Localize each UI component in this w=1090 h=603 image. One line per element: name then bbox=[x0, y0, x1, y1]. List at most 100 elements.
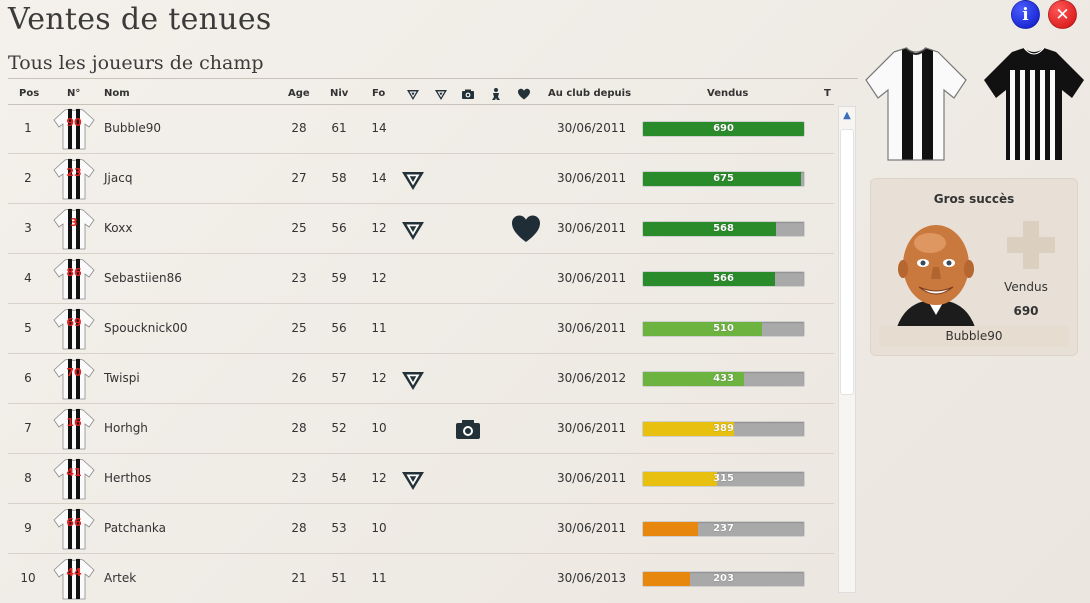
camera-icon[interactable] bbox=[461, 87, 475, 101]
club-since-date: 30/06/2011 bbox=[557, 121, 627, 135]
player-form: 12 bbox=[371, 471, 387, 485]
player-name[interactable]: Horhgh bbox=[104, 421, 148, 435]
table-header: Pos N° Nom Age Niv Fo Au club depuis Ven… bbox=[8, 86, 858, 104]
player-level: 52 bbox=[331, 421, 347, 435]
home-kit-shirt[interactable] bbox=[862, 46, 970, 164]
sales-progress-fill bbox=[643, 372, 744, 386]
player-form: 14 bbox=[371, 121, 387, 135]
sales-progress-fill bbox=[643, 122, 804, 136]
player-shirt-icon: 66 bbox=[53, 508, 95, 550]
club-since-date: 30/06/2012 bbox=[557, 371, 627, 385]
player-name[interactable]: Twispi bbox=[104, 371, 140, 385]
page-title: Ventes de tenues bbox=[8, 2, 272, 37]
best-seller-player-name[interactable]: Bubble90 bbox=[879, 326, 1069, 347]
table-row[interactable]: 5 69 Spoucknick00 25 56 11 30/06/2011 510 bbox=[8, 304, 834, 354]
player-form: 10 bbox=[371, 421, 387, 435]
col-header-sold[interactable]: Vendus bbox=[707, 88, 749, 99]
table-row[interactable]: 1 90 Bubble90 28 61 14 30/06/2011 690 bbox=[8, 104, 834, 154]
player-level: 61 bbox=[331, 121, 347, 135]
club-since-date: 30/06/2011 bbox=[557, 321, 627, 335]
club-since-date: 30/06/2011 bbox=[557, 221, 627, 235]
player-name[interactable]: Sebastiien86 bbox=[104, 271, 182, 285]
shirt-number: 70 bbox=[66, 366, 82, 379]
table-row[interactable]: 8 41 Herthos 23 54 12 30/06/2011 315 bbox=[8, 454, 834, 504]
sales-progress-fill bbox=[643, 472, 717, 486]
player-photo-avatar bbox=[897, 225, 975, 327]
player-level: 54 bbox=[331, 471, 347, 485]
badge-alt-icon[interactable] bbox=[434, 87, 448, 101]
away-kit-shirt[interactable] bbox=[980, 46, 1088, 164]
row-position: 2 bbox=[24, 171, 32, 185]
sales-count: 203 bbox=[713, 573, 734, 584]
col-header-number[interactable]: N° bbox=[67, 88, 81, 99]
shirt-number: 41 bbox=[66, 466, 81, 479]
badge-icon[interactable] bbox=[406, 87, 420, 101]
scrollbar[interactable]: ▲ bbox=[838, 106, 856, 593]
player-name[interactable]: Herthos bbox=[104, 471, 152, 485]
table-row[interactable]: 7 16 Horhgh 28 52 10 30/06/2011 389 bbox=[8, 404, 834, 454]
close-button[interactable]: ✕ bbox=[1048, 0, 1077, 29]
table-row[interactable]: 4 86 Sebastiien86 23 59 12 30/06/2011 566 bbox=[8, 254, 834, 304]
player-age: 21 bbox=[291, 571, 307, 585]
player-name[interactable]: Bubble90 bbox=[104, 121, 162, 135]
table-row[interactable]: 10 44 Artek 21 51 11 30/06/2013 203 bbox=[8, 554, 834, 603]
col-header-name[interactable]: Nom bbox=[104, 88, 130, 99]
table-row[interactable]: 3 3 Koxx 25 56 12 30/06/2011 568 bbox=[8, 204, 834, 254]
sales-progress-bar: 566 bbox=[642, 271, 805, 287]
player-shirt-icon: 90 bbox=[53, 108, 95, 150]
player-age: 23 bbox=[291, 471, 307, 485]
info-button[interactable]: i bbox=[1011, 0, 1040, 29]
col-header-club-since[interactable]: Au club depuis bbox=[548, 88, 632, 99]
player-name[interactable]: Koxx bbox=[104, 221, 133, 235]
table-row[interactable]: 2 23 Jjacq 27 58 14 30/06/2011 675 bbox=[8, 154, 834, 204]
col-header-pos[interactable]: Pos bbox=[19, 88, 40, 99]
sales-progress-fill bbox=[643, 172, 801, 186]
row-position: 7 bbox=[24, 421, 32, 435]
player-shirt-icon: 86 bbox=[53, 258, 95, 300]
row-position: 10 bbox=[20, 571, 36, 585]
player-shirt-icon: 3 bbox=[53, 208, 95, 250]
col-header-fo[interactable]: Fo bbox=[372, 88, 386, 99]
player-name[interactable]: Spoucknick00 bbox=[104, 321, 188, 335]
best-seller-value: 690 bbox=[1013, 304, 1039, 318]
sales-progress-fill bbox=[643, 572, 690, 586]
plus-icon bbox=[1007, 221, 1055, 269]
sales-progress-bar: 568 bbox=[642, 221, 805, 237]
player-level: 56 bbox=[331, 321, 347, 335]
player-age: 23 bbox=[291, 271, 307, 285]
sales-progress-fill bbox=[643, 522, 698, 536]
sales-count: 237 bbox=[713, 523, 734, 534]
player-form: 11 bbox=[371, 571, 387, 585]
player-name[interactable]: Patchanka bbox=[104, 521, 167, 535]
player-name[interactable]: Jjacq bbox=[104, 171, 133, 185]
sales-progress-bar: 510 bbox=[642, 321, 805, 337]
col-header-niv[interactable]: Niv bbox=[330, 88, 349, 99]
sales-progress-bar: 237 bbox=[642, 521, 805, 537]
shirt-number: 3 bbox=[70, 216, 78, 229]
sales-progress-bar: 690 bbox=[642, 121, 805, 137]
scrollbar-thumb[interactable] bbox=[840, 129, 854, 395]
heart-icon[interactable] bbox=[517, 87, 531, 101]
sales-count: 510 bbox=[713, 323, 734, 334]
shirt-number: 86 bbox=[66, 266, 82, 279]
subtitle-divider bbox=[8, 78, 858, 79]
player-name[interactable]: Artek bbox=[104, 571, 137, 585]
best-seller-panel: Gros succès Vendus 690 Bubble90 bbox=[870, 178, 1078, 356]
figure-icon[interactable] bbox=[489, 87, 503, 101]
table-row[interactable]: 6 70 Twispi 26 57 12 30/06/2012 433 bbox=[8, 354, 834, 404]
player-level: 56 bbox=[331, 221, 347, 235]
sales-progress-fill bbox=[643, 272, 775, 286]
sales-progress-fill bbox=[643, 322, 762, 336]
table-row[interactable]: 9 66 Patchanka 28 53 10 30/06/2011 237 bbox=[8, 504, 834, 554]
sales-progress-fill bbox=[643, 422, 734, 436]
player-form: 12 bbox=[371, 221, 387, 235]
player-level: 58 bbox=[331, 171, 347, 185]
col-header-t[interactable]: T bbox=[824, 88, 831, 99]
club-since-date: 30/06/2011 bbox=[557, 421, 627, 435]
player-level: 57 bbox=[331, 371, 347, 385]
player-level: 51 bbox=[331, 571, 347, 585]
player-level: 53 bbox=[331, 521, 347, 535]
scroll-up-arrow-icon[interactable]: ▲ bbox=[843, 110, 851, 121]
col-header-age[interactable]: Age bbox=[288, 88, 310, 99]
section-subtitle: Tous les joueurs de champ bbox=[8, 52, 264, 74]
